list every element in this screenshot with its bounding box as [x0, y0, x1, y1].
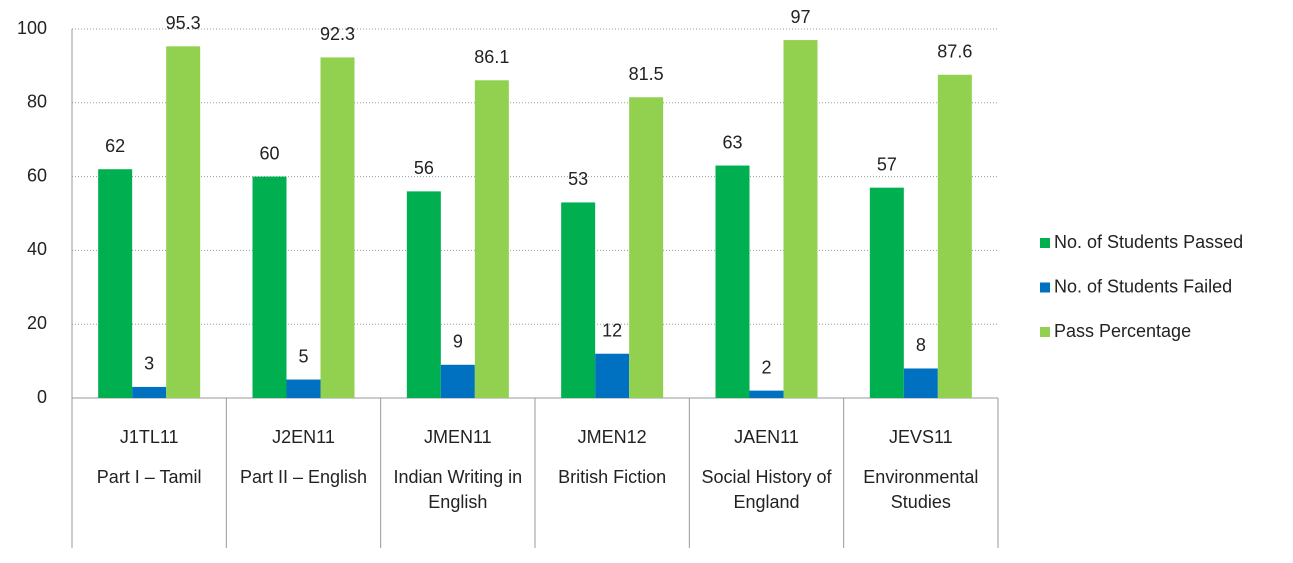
bar	[252, 176, 287, 398]
bar	[783, 40, 818, 398]
data-label: 8	[916, 335, 926, 355]
data-label: 5	[298, 346, 308, 366]
category-name: Indian Writing in English	[393, 467, 523, 512]
data-label: 56	[414, 158, 434, 178]
data-label: 97	[790, 7, 810, 27]
y-tick-label: 100	[17, 18, 47, 38]
category-name: Part II – English	[239, 467, 368, 487]
data-label: 9	[453, 332, 463, 352]
bar	[561, 202, 596, 398]
y-tick-label: 20	[27, 313, 47, 333]
legend-swatch	[1040, 282, 1050, 293]
data-label: 87.6	[937, 42, 972, 62]
data-label: 62	[105, 136, 125, 156]
data-label: 95.3	[166, 13, 201, 33]
data-label: 3	[144, 354, 154, 374]
bar	[132, 386, 167, 398]
data-label: 2	[761, 357, 771, 377]
bar	[629, 97, 664, 398]
y-tick-label: 80	[27, 92, 47, 112]
legend-label: No. of Students Passed	[1054, 232, 1243, 252]
bar	[166, 46, 201, 399]
bar	[406, 191, 441, 398]
category-name: Environmental Studies	[863, 467, 979, 512]
data-label: 53	[568, 169, 588, 189]
legend-label: Pass Percentage	[1054, 321, 1191, 341]
x-tick-label: JEVS11	[888, 427, 953, 447]
y-tick-label: 0	[37, 387, 47, 407]
x-tick-label: JAEN11	[734, 427, 799, 447]
data-label: 92.3	[320, 24, 355, 44]
y-tick-label: 40	[27, 239, 47, 259]
x-tick-label: JMEN11	[423, 427, 492, 447]
data-label: 12	[602, 320, 622, 340]
data-label: 86.1	[474, 47, 509, 67]
bar	[320, 57, 355, 399]
x-tick-label: JMEN12	[577, 427, 647, 447]
data-label: 60	[259, 143, 279, 163]
bar	[869, 187, 904, 398]
bar	[98, 169, 133, 398]
legend-label: No. of Students Failed	[1054, 276, 1232, 296]
category-name: Social History of England	[701, 467, 832, 512]
bar	[474, 80, 509, 398]
data-label: 81.5	[629, 64, 664, 84]
bar	[286, 379, 321, 398]
y-tick-label: 60	[27, 165, 47, 185]
bar	[937, 74, 972, 399]
bar	[715, 165, 750, 398]
bar	[595, 353, 630, 398]
data-label: 57	[877, 154, 897, 174]
legend-swatch	[1040, 238, 1050, 248]
x-tick-label: J2EN11	[272, 427, 335, 447]
category-name: Part I – Tamil	[96, 467, 202, 487]
x-tick-label: J1TL11	[119, 427, 179, 447]
bar	[440, 364, 475, 398]
legend-swatch	[1040, 327, 1050, 337]
data-label: 63	[722, 132, 742, 152]
bar	[749, 390, 784, 398]
bar	[903, 368, 938, 398]
category-name: British Fiction	[558, 467, 667, 487]
